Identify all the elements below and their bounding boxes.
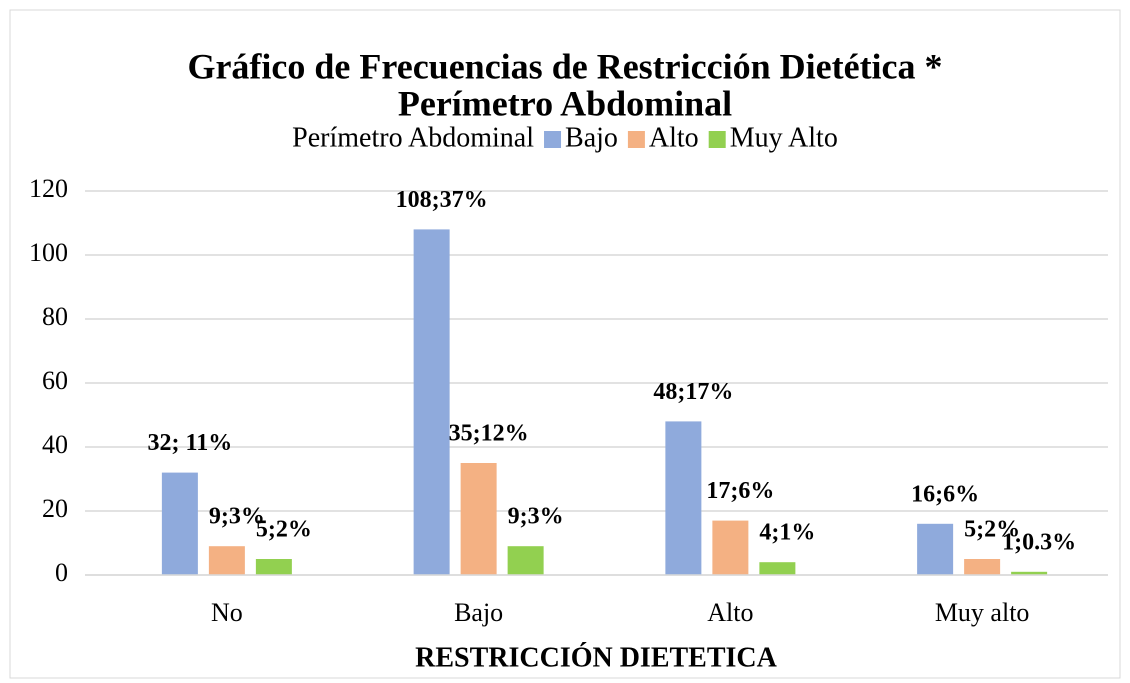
data-label: 35;12% (449, 421, 529, 447)
bar (1011, 571, 1048, 575)
data-label: 17;6% (706, 478, 774, 504)
data-label: 5;2% (256, 517, 312, 543)
y-tick-label: 60 (42, 366, 68, 395)
legend-swatch (627, 131, 645, 148)
y-tick-label: 40 (42, 430, 68, 459)
data-label: 1;0.3% (1002, 529, 1076, 555)
data-label: 32; 11% (148, 430, 233, 456)
data-label: 5;2% (964, 517, 1020, 543)
data-label: 9;3% (209, 504, 265, 530)
legend-title: Perímetro Abdominal (292, 122, 534, 153)
data-label: 16;6% (911, 481, 979, 507)
legend-label: Bajo (565, 122, 618, 153)
legend-label: Alto (649, 122, 699, 153)
bar (460, 463, 497, 575)
y-tick-label: 100 (29, 238, 68, 267)
bar (507, 546, 544, 575)
chart-title: Perímetro Abdominal (398, 83, 732, 123)
bar (255, 559, 292, 575)
chart-title: Gráfico de Frecuencias de Restricción Di… (187, 46, 942, 86)
bar (208, 546, 245, 575)
bar (161, 472, 198, 575)
legend-label: Muy Alto (730, 122, 838, 153)
x-tick-label: No (211, 598, 243, 627)
y-tick-label: 0 (55, 558, 68, 587)
legend-swatch (544, 131, 562, 148)
bar (665, 421, 702, 575)
bar (413, 229, 450, 575)
x-axis-label: RESTRICCIÓN DIETETICA (415, 642, 778, 673)
data-label: 4;1% (759, 520, 815, 546)
x-tick-label: Bajo (454, 598, 503, 627)
y-tick-label: 20 (42, 494, 68, 523)
bar (917, 523, 954, 575)
data-label: 48;17% (653, 379, 733, 405)
y-tick-label: 80 (42, 302, 68, 331)
x-tick-label: Muy alto (935, 598, 1030, 627)
x-tick-label: Alto (707, 598, 753, 627)
y-tick-label: 120 (29, 174, 68, 203)
bar (712, 520, 749, 575)
data-label: 9;3% (508, 504, 564, 530)
legend-swatch (708, 131, 726, 148)
bar (964, 559, 1001, 575)
data-label: 108;37% (396, 187, 488, 213)
bar (759, 562, 796, 575)
